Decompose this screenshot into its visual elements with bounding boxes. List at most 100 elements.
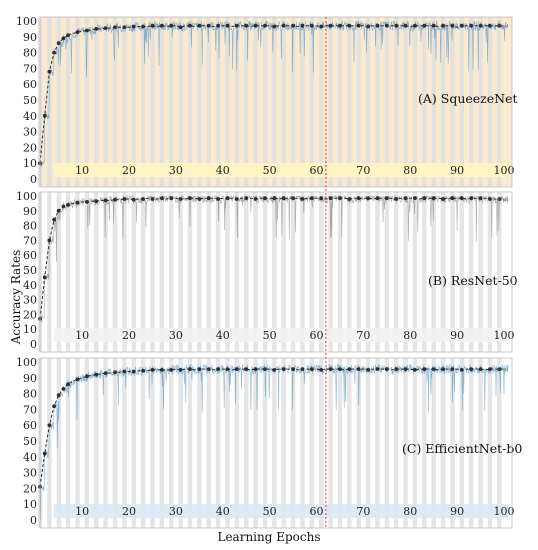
y-tick-label: 100 [16,15,37,28]
grid-stripe [103,17,108,187]
validation-point [234,197,239,201]
grid-stripe [215,17,221,187]
y-tick-label: 70 [23,234,37,247]
validation-point [384,23,389,28]
grid-stripe [290,358,296,528]
grid-stripe [187,17,193,187]
validation-point [309,23,314,28]
x-tick-label: 10 [75,505,89,518]
grid-stripe [84,17,90,187]
grid-stripe [347,192,352,352]
validation-point [319,24,324,29]
y-tick-label: 60 [23,419,37,432]
x-tick-label: 50 [263,329,277,342]
validation-point [272,196,277,201]
grid-stripe [206,358,211,528]
grid-stripe [225,17,230,187]
validation-point [56,41,61,45]
validation-point [131,369,136,374]
y-tick-label: 90 [23,205,37,218]
validation-point [403,367,408,371]
grid-stripe [272,358,277,528]
validation-point [272,368,277,372]
grid-stripe [75,17,80,187]
validation-point [281,23,286,28]
grid-stripe [94,192,99,352]
y-tick-label: 80 [23,47,37,60]
y-tick-label: 10 [23,498,37,511]
x-tick-label: 60 [310,505,324,518]
validation-point [309,367,314,371]
y-tick-label: 50 [23,435,37,448]
grid-stripe [112,17,118,187]
grid-stripe [497,17,502,187]
grid-stripe [225,192,230,352]
grid-stripe [450,192,455,352]
grid-stripe [262,17,268,187]
validation-point [403,196,408,201]
validation-point [488,23,492,28]
grid-stripe [187,358,193,528]
y-tick-label: 80 [23,388,37,401]
validation-point [206,23,211,28]
validation-point [178,197,183,201]
validation-accuracy-line [39,25,504,164]
validation-point [309,196,314,201]
validation-point [52,50,56,55]
grid-stripe [150,192,155,352]
grid-stripe [131,17,136,187]
grid-stripe [319,358,324,528]
validation-point [216,367,221,371]
final-label: Final [498,24,508,30]
validation-point [253,23,258,28]
validation-point [206,367,211,371]
validation-point [394,23,399,28]
y-tick-label: 90 [23,372,37,385]
validation-point [160,368,164,372]
grid-stripe [281,17,286,187]
validation-point [169,368,174,372]
grid-stripe [384,358,390,528]
grid-stripe [197,17,202,187]
grid-stripe [215,192,221,352]
grid-stripe [356,192,361,352]
validation-point [450,196,455,201]
grid-stripe [412,358,418,528]
validation-point [488,367,492,371]
validation-point [422,196,427,201]
grid-stripe [262,192,268,352]
grid-stripe [328,192,333,352]
x-tick-label: 90 [450,329,464,342]
validation-point [263,23,267,28]
validation-point [413,196,417,201]
grid-stripe [300,17,305,187]
validation-point [42,113,47,118]
validation-point [188,23,192,28]
validation-point [61,36,66,41]
grid-stripe [56,358,61,528]
grid-stripe [234,358,240,528]
validation-point [366,368,370,372]
grid-stripe [412,17,418,187]
x-tick-label: 40 [216,164,230,177]
validation-point [42,451,47,456]
validation-point [338,23,342,28]
validation-point [75,377,80,382]
validation-point [160,23,164,28]
validation-point [197,23,202,28]
y-tick-label: 60 [23,78,37,91]
validation-point [244,367,249,371]
y-tick-label: 70 [23,403,37,416]
x-tick-label: 100 [494,329,515,342]
validation-point [131,197,136,202]
x-tick-label: 70 [356,505,370,518]
grid-stripes [37,358,502,528]
validation-point [338,196,342,201]
grid-stripe [319,192,324,352]
grid-stripe [365,358,371,528]
validation-point [366,196,370,201]
panel-frame [39,16,513,188]
validation-point [103,371,108,375]
grid-stripe [112,358,118,528]
grid-stripe [422,358,427,528]
